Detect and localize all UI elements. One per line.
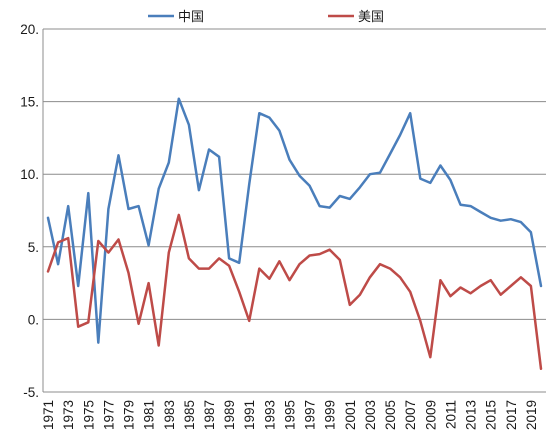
x-tick-label: 1989 bbox=[222, 400, 237, 430]
x-tick-label: 1979 bbox=[122, 400, 137, 430]
x-tick-label: 1983 bbox=[162, 400, 177, 430]
x-tick-label: 1995 bbox=[282, 400, 297, 430]
x-tick-label: 2007 bbox=[403, 400, 418, 430]
x-tick-label: 2017 bbox=[504, 400, 519, 430]
x-tick-label: 1975 bbox=[81, 400, 96, 430]
series-line-1 bbox=[46, 213, 543, 371]
x-tick-label: 2013 bbox=[464, 400, 479, 430]
legend-label-0: 中国 bbox=[178, 9, 204, 24]
x-tick-label: 1971 bbox=[41, 400, 56, 430]
x-tick-label: 2005 bbox=[383, 400, 398, 430]
y-tick-labels: -5. 0. 5. 10. 15. 20. bbox=[20, 22, 39, 400]
y-tick-label: 10. bbox=[20, 167, 39, 182]
y-tick-label: 0. bbox=[28, 312, 39, 327]
x-tick-label: 1999 bbox=[323, 400, 338, 430]
legend-label-1: 美国 bbox=[358, 9, 384, 24]
x-tick-label: 2011 bbox=[443, 400, 458, 429]
y-tick-label: 5. bbox=[28, 240, 39, 255]
x-tick-label: 1973 bbox=[61, 400, 76, 430]
x-tick-label: 2015 bbox=[484, 400, 499, 430]
series-lines bbox=[46, 97, 543, 371]
grid-lines bbox=[43, 28, 546, 393]
y-tick-label: 20. bbox=[20, 22, 39, 37]
x-tick-label: 2009 bbox=[423, 400, 438, 430]
x-tick-labels: 1971 1973 1975 1977 1979 1981 1983 1985 1987 1989… bbox=[41, 400, 539, 430]
x-tick-label: 2019 bbox=[524, 400, 539, 430]
y-tick-label: 15. bbox=[20, 95, 39, 110]
y-tick-label: -5. bbox=[23, 385, 39, 400]
x-tick-label: 1987 bbox=[202, 400, 217, 430]
x-tick-label: 2003 bbox=[363, 400, 378, 430]
x-tick-label: 1977 bbox=[101, 400, 116, 430]
legend: 中国 美国 bbox=[148, 9, 384, 24]
x-tick-label: 1993 bbox=[262, 400, 277, 430]
x-tick-label: 1991 bbox=[242, 400, 257, 430]
x-tick-label: 2001 bbox=[343, 400, 358, 430]
x-tick-label: 1985 bbox=[182, 400, 197, 430]
series-line-0 bbox=[46, 97, 543, 344]
x-tick-label: 1981 bbox=[142, 400, 157, 430]
x-tick-label: 1997 bbox=[303, 400, 318, 430]
